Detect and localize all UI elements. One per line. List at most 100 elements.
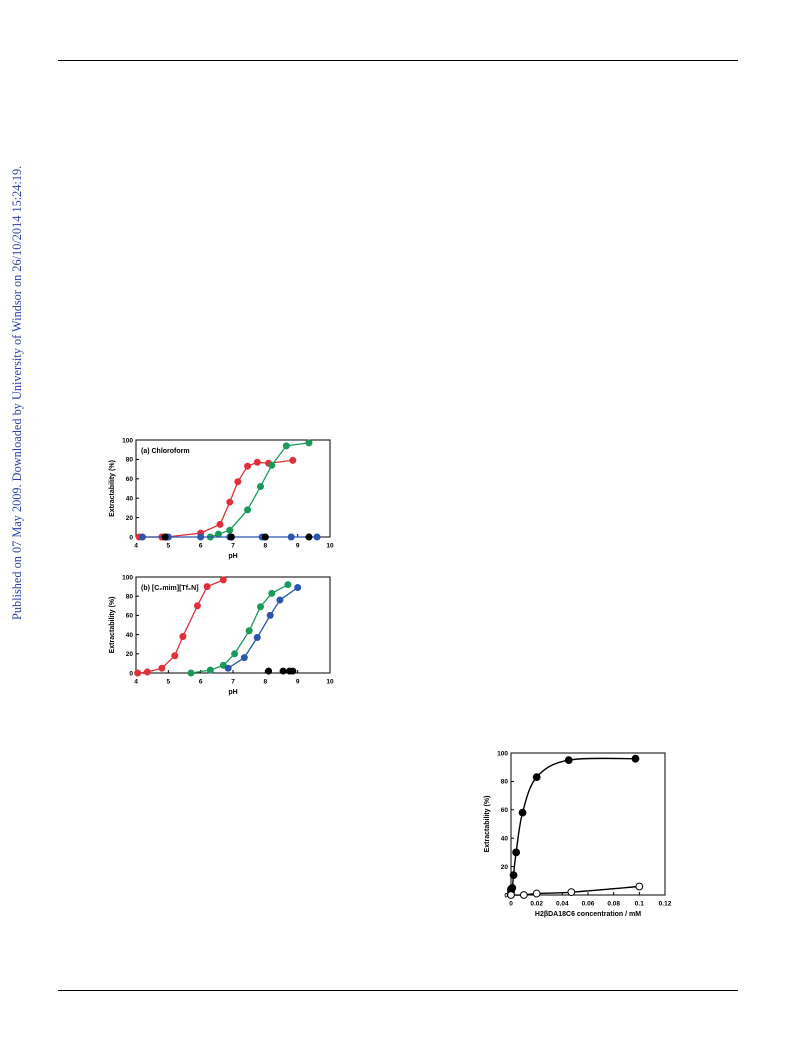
data-point-green	[214, 530, 222, 538]
bottom-rule	[58, 990, 738, 991]
data-point-red	[171, 652, 179, 660]
data-point-green	[282, 442, 290, 450]
data-point-red	[219, 576, 227, 584]
x-tick-label: 5	[167, 543, 171, 550]
data-point-blue	[197, 533, 205, 541]
x-tick-label: 6	[199, 543, 203, 550]
y-tick-label: 100	[122, 574, 133, 581]
data-point-blue	[224, 664, 232, 672]
x-tick-label: 0.06	[582, 901, 595, 908]
data-point-black	[305, 533, 313, 541]
data-point-green	[256, 483, 264, 491]
y-tick-label: 40	[501, 835, 509, 842]
series-line-filled	[510, 757, 636, 893]
data-point-open	[567, 888, 576, 897]
y-tick-label: 0	[129, 534, 133, 541]
y-axis-label: Extractability (%)	[484, 796, 491, 853]
x-tick-label: 9	[296, 679, 300, 686]
y-tick-label: 0	[504, 892, 508, 899]
chart-title: (a) Chloroform	[141, 448, 190, 455]
data-point-red	[203, 583, 211, 591]
series-line-green	[190, 584, 289, 674]
data-point-green	[206, 666, 214, 674]
data-point-green	[187, 669, 195, 677]
data-point-red	[216, 520, 224, 528]
data-point-red	[179, 633, 187, 641]
data-point-open	[635, 882, 644, 891]
chart-title: (b) [C₂mim][Tf₂N]	[141, 585, 199, 592]
series-line-blue	[227, 587, 299, 669]
data-point-red	[234, 478, 242, 486]
x-tick-label: 4	[134, 543, 138, 550]
data-point-open	[519, 891, 528, 899]
data-point-green	[226, 526, 234, 534]
data-point-open	[507, 891, 515, 899]
x-tick-label: 0.08	[607, 901, 620, 908]
x-axis-label: pH	[228, 689, 237, 696]
data-point-green	[305, 439, 313, 447]
series-line-open	[510, 885, 640, 896]
x-tick-label: 7	[231, 543, 235, 550]
data-point-green	[244, 506, 252, 514]
y-tick-label: 100	[122, 437, 133, 444]
y-tick-label: 80	[126, 593, 134, 600]
data-point-filled	[631, 754, 640, 763]
data-point-blue	[253, 633, 261, 641]
x-tick-label: 0.12	[659, 901, 672, 908]
x-tick-label: 0.1	[635, 901, 644, 908]
data-point-green	[268, 461, 276, 469]
y-axis-label: Extractability (%)	[109, 460, 116, 517]
data-point-filled	[509, 871, 518, 880]
data-point-filled	[518, 808, 527, 817]
x-tick-label: 5	[167, 679, 171, 686]
data-point-green	[231, 650, 239, 658]
y-tick-label: 0	[129, 670, 133, 677]
data-point-blue	[240, 654, 248, 662]
series-line-red	[137, 579, 224, 674]
data-point-black	[227, 533, 235, 541]
y-tick-label: 60	[501, 807, 509, 814]
data-point-blue	[138, 533, 146, 541]
y-tick-label: 80	[126, 457, 134, 464]
x-tick-label: 6	[199, 679, 203, 686]
data-point-black	[279, 667, 287, 675]
y-tick-label: 100	[497, 750, 508, 757]
x-tick-label: 8	[264, 543, 268, 550]
data-point-blue	[313, 533, 321, 541]
data-point-open	[532, 889, 541, 898]
data-point-red	[143, 668, 151, 676]
x-tick-label: 7	[231, 679, 235, 686]
x-tick-label: 0	[509, 901, 513, 908]
data-point-green	[268, 589, 276, 597]
data-point-filled	[532, 773, 541, 782]
y-tick-label: 20	[501, 864, 509, 871]
data-point-red	[158, 664, 166, 672]
y-tick-label: 40	[126, 495, 134, 502]
data-point-black	[265, 667, 273, 675]
data-point-blue	[294, 584, 302, 592]
data-point-blue	[276, 596, 284, 604]
x-tick-label: 9	[296, 543, 300, 550]
data-point-green	[284, 581, 292, 589]
data-point-red	[289, 456, 297, 464]
series-line-red	[139, 459, 293, 538]
y-tick-label: 20	[126, 651, 134, 658]
x-tick-label: 0.04	[556, 901, 569, 908]
data-point-black	[289, 667, 297, 675]
data-point-red	[226, 498, 234, 506]
x-tick-label: 8	[264, 679, 268, 686]
data-point-black	[161, 533, 169, 541]
data-point-blue	[266, 611, 274, 619]
data-point-blue	[287, 533, 295, 541]
x-axis-label: H2βDA18C6 concentration / mM	[535, 911, 641, 918]
data-point-red	[193, 602, 201, 610]
y-tick-label: 60	[126, 613, 134, 620]
x-tick-label: 10	[326, 679, 334, 686]
y-tick-label: 40	[126, 632, 134, 639]
y-tick-label: 20	[126, 515, 134, 522]
data-point-red	[244, 462, 252, 470]
data-point-red	[253, 458, 261, 466]
y-tick-label: 80	[501, 779, 509, 786]
